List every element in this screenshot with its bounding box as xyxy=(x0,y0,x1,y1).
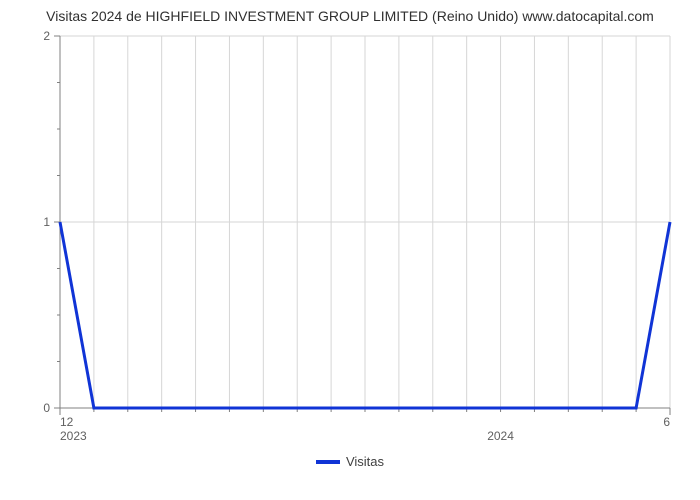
x-tick-label: 6 xyxy=(663,415,670,429)
x-tick-label: 12 xyxy=(60,415,74,429)
legend-label: Visitas xyxy=(346,454,384,469)
y-tick-label: 2 xyxy=(43,29,50,43)
chart-title: Visitas 2024 de HIGHFIELD INVESTMENT GRO… xyxy=(46,8,654,24)
x-year-label: 2024 xyxy=(487,429,514,443)
y-tick-label: 1 xyxy=(43,215,50,229)
chart-svg: 01212620232024 xyxy=(20,28,680,448)
legend: Visitas xyxy=(316,454,384,469)
y-tick-label: 0 xyxy=(43,401,50,415)
x-year-label: 2023 xyxy=(60,429,87,443)
chart-container: 01212620232024 xyxy=(20,28,680,448)
legend-swatch xyxy=(316,460,340,464)
